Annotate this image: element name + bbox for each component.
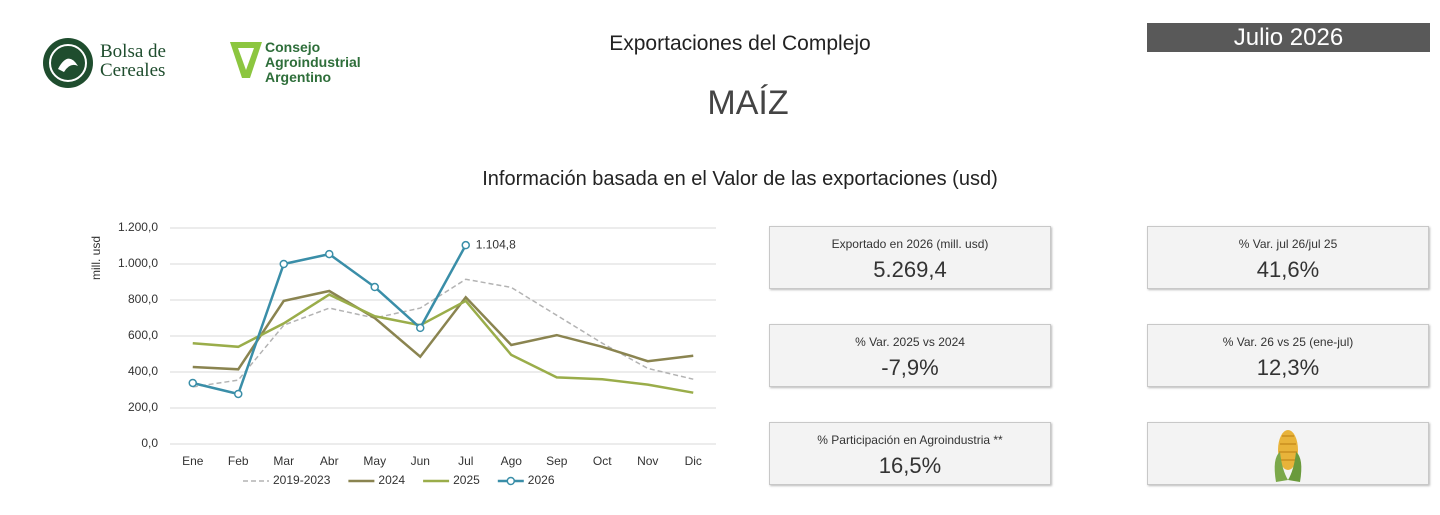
kpi-card: [1147, 422, 1429, 485]
legend-marker: [506, 476, 516, 486]
x-tick-label: Jul: [458, 454, 473, 468]
subtitle: Información basada en el Valor de las ex…: [482, 168, 998, 190]
point-marker: [279, 259, 288, 269]
point-marker: [416, 323, 425, 333]
x-tick-label: Jun: [411, 454, 430, 468]
y-tick-label: 800,0: [128, 292, 158, 306]
kpi-card: % Var. jul 26/jul 25 41,6%: [1147, 226, 1429, 289]
point-marker: [188, 378, 197, 388]
kpi-label: % Var. 2025 vs 2024: [855, 335, 965, 349]
y-tick-label: 1.000,0: [118, 256, 158, 270]
x-tick-label: May: [363, 454, 386, 468]
kpi-value: -7,9%: [881, 355, 939, 380]
kpi-value: 41,6%: [1256, 257, 1320, 282]
y-axis-label: mill. usd: [89, 236, 103, 280]
corn-icon: [1274, 430, 1302, 482]
period-badge: Julio 2026: [1147, 23, 1430, 52]
series-line: [192, 293, 694, 394]
x-tick-label: Sep: [546, 454, 568, 468]
y-tick-label: 400,0: [128, 364, 158, 378]
kpi-card: Exportado en 2026 (mill. usd) 5.269,4: [769, 226, 1051, 289]
y-tick-label: 0,0: [141, 436, 158, 450]
x-tick-label: Dic: [685, 454, 702, 468]
kpi-value: 5.269,4: [873, 257, 947, 282]
legend-label: 2024: [378, 473, 405, 487]
product: MAÍZ: [707, 84, 789, 122]
kpi-label: % Var. jul 26/jul 25: [1238, 237, 1338, 251]
kpi-card: % Var. 26 vs 25 (ene-jul) 12,3%: [1147, 324, 1429, 387]
x-tick-label: Abr: [320, 454, 339, 468]
y-tick-label: 600,0: [128, 328, 158, 342]
logo-text: Bolsa de Cereales: [100, 41, 166, 81]
data-label: 1.104,8: [476, 237, 516, 251]
chart: 0,0 200,0 400,0 600,0 800,0 1.000,0 1.200,0 mil…: [89, 220, 716, 487]
point-marker: [234, 389, 243, 399]
x-tick-label: Feb: [228, 454, 249, 468]
kpi-value: 16,5%: [878, 453, 942, 478]
legend-label: 2025: [453, 473, 480, 487]
legend-label: 2019-2023: [273, 473, 331, 487]
x-tick-label: Ago: [501, 454, 523, 468]
kpi-value: 12,3%: [1256, 355, 1320, 380]
kpi-label: % Participación en Agroindustria **: [817, 433, 1003, 447]
x-tick-label: Nov: [637, 454, 658, 468]
kpi-card: % Var. 2025 vs 2024 -7,9%: [769, 324, 1051, 387]
logo-icon: [43, 38, 93, 88]
x-tick-label: Ene: [182, 454, 204, 468]
series-line: [192, 278, 694, 388]
point-marker: [461, 240, 470, 250]
x-tick-label: Mar: [273, 454, 294, 468]
kpi-label: % Var. 26 vs 25 (ene-jul): [1222, 335, 1354, 349]
x-tick-label: Oct: [593, 454, 612, 468]
point-marker: [325, 249, 334, 259]
y-tick-label: 1.200,0: [118, 220, 158, 234]
kpi-label: Exportado en 2026 (mill. usd): [831, 237, 989, 251]
title: Exportaciones del Complejo: [609, 32, 871, 55]
point-marker: [370, 282, 379, 292]
logo-icon: [230, 42, 262, 78]
legend-label: 2026: [528, 473, 555, 487]
y-tick-label: 200,0: [128, 400, 158, 414]
kpi-card: % Participación en Agroindustria ** 16,5%: [769, 422, 1051, 485]
logo-text: Consejo Agroindustrial Argentino: [265, 39, 361, 85]
series-line: [192, 289, 694, 371]
